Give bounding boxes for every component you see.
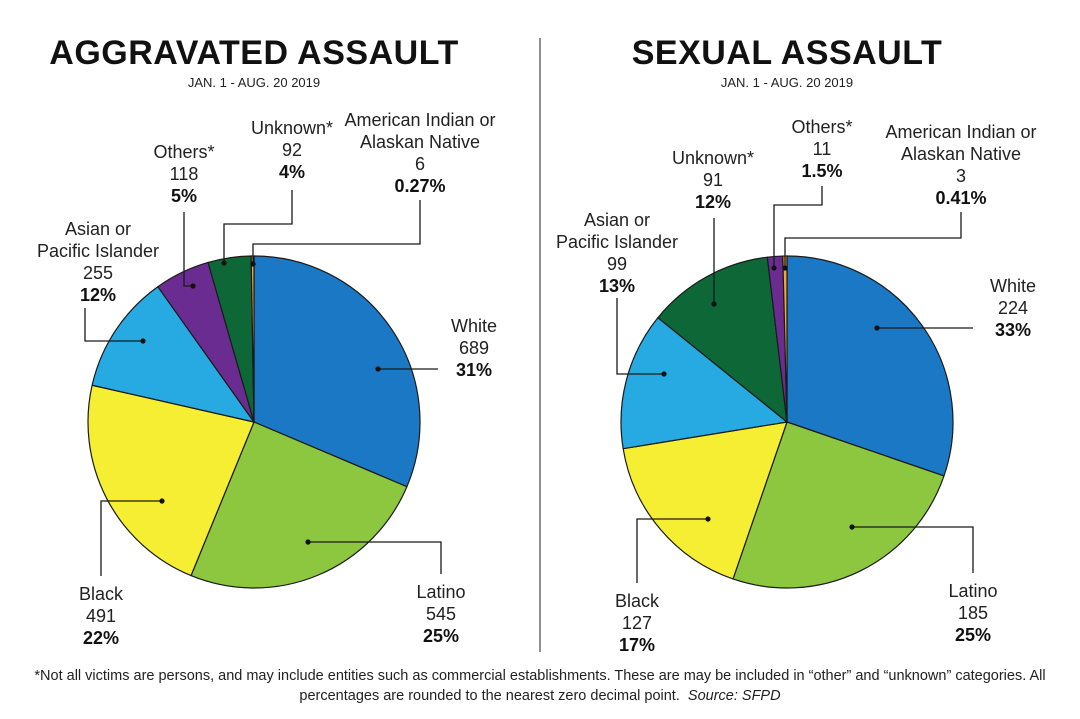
leader-line-aggravated-latino xyxy=(308,541,442,574)
leader-line-aggravated-black xyxy=(100,500,162,576)
leader-line-sexual-black xyxy=(636,518,708,583)
slice-label-sexual-latino-line1: Latino xyxy=(948,581,997,601)
slice-percent-aggravated-white: 31% xyxy=(456,360,492,380)
footnote-source: Source: SFPD xyxy=(687,688,781,704)
pie-slice-sexual-asian-or-pacific-islander xyxy=(620,317,788,450)
pie-slice-sexual-unknown xyxy=(657,256,788,423)
pie-slice-aggravated-white xyxy=(253,255,421,488)
aggravated-assault-chart: AGGRAVATED ASSAULT JAN. 1 - AUG. 20 2019 W… xyxy=(37,34,497,648)
pie-slice-sexual-latino xyxy=(732,421,945,589)
leader-dot-sexual-unknown xyxy=(711,301,717,307)
slice-count-aggravated-others: 118 xyxy=(170,164,199,184)
pie-slice-aggravated-black xyxy=(87,384,255,577)
slice-count-aggravated-unknown: 92 xyxy=(282,140,302,160)
leader-dot-aggravated-latino xyxy=(305,539,311,545)
slice-label-sexual-american-indian-or-alaskan-native-line1: American Indian or xyxy=(885,122,1036,142)
slice-percent-aggravated-asian-or-pacific-islander: 12% xyxy=(80,285,116,305)
slice-count-sexual-asian-or-pacific-islander: 99 xyxy=(607,254,627,274)
slice-percent-sexual-asian-or-pacific-islander: 13% xyxy=(599,276,635,296)
slice-label-sexual-american-indian-or-alaskan-native-line2: Alaskan Native xyxy=(901,144,1021,164)
slice-count-sexual-latino: 185 xyxy=(958,603,988,623)
leader-line-aggravated-unknown xyxy=(223,190,293,263)
slice-label-aggravated-asian-or-pacific-islander-line1: Asian or xyxy=(65,219,131,239)
slice-count-aggravated-black: 491 xyxy=(86,606,116,626)
slice-count-sexual-black: 127 xyxy=(622,613,652,633)
leader-dot-sexual-asian-or-pacific-islander xyxy=(661,371,667,377)
sexual-assault-chart: SEXUAL ASSAULT JAN. 1 - AUG. 20 2019 White… xyxy=(556,34,1037,655)
pie-slice-aggravated-asian-or-pacific-islander xyxy=(91,286,255,423)
leader-line-aggravated-american-indian-or-alaskan-native xyxy=(252,200,421,264)
slice-count-sexual-others: 11 xyxy=(813,139,832,159)
footnote: *Not all victims are persons, and may in… xyxy=(30,666,1050,706)
leader-dot-sexual-black xyxy=(705,516,711,522)
slice-percent-aggravated-black: 22% xyxy=(83,628,119,648)
slice-percent-aggravated-american-indian-or-alaskan-native: 0.27% xyxy=(394,176,445,196)
pie-slice-sexual-white xyxy=(786,255,954,477)
leader-dot-aggravated-american-indian-or-alaskan-native xyxy=(250,261,256,267)
footnote-text: *Not all victims are persons, and may in… xyxy=(34,668,1046,704)
chart-title-aggravated: AGGRAVATED ASSAULT xyxy=(49,34,458,72)
leader-dot-sexual-latino xyxy=(849,524,855,530)
slice-count-aggravated-asian-or-pacific-islander: 255 xyxy=(83,263,113,283)
chart-title-sexual: SEXUAL ASSAULT xyxy=(632,34,943,72)
slice-label-sexual-black-line1: Black xyxy=(615,591,660,611)
leader-dot-aggravated-white xyxy=(375,366,381,372)
leader-dot-sexual-others xyxy=(771,265,777,271)
leader-dot-aggravated-asian-or-pacific-islander xyxy=(140,338,146,344)
slice-count-sexual-american-indian-or-alaskan-native: 3 xyxy=(956,166,966,186)
pie-slice-sexual-black xyxy=(622,421,788,580)
slice-label-sexual-asian-or-pacific-islander-line2: Pacific Islander xyxy=(556,232,678,252)
slice-count-aggravated-white: 689 xyxy=(459,338,489,358)
leader-line-sexual-american-indian-or-alaskan-native xyxy=(784,212,962,268)
slice-percent-sexual-others: 1.5% xyxy=(801,161,842,181)
slice-percent-sexual-american-indian-or-alaskan-native: 0.41% xyxy=(935,188,986,208)
slice-percent-sexual-latino: 25% xyxy=(955,625,991,645)
slice-label-aggravated-others-line1: Others* xyxy=(153,142,214,162)
chart-subtitle-aggravated: JAN. 1 - AUG. 20 2019 xyxy=(188,75,320,90)
leader-dot-sexual-white xyxy=(874,325,880,331)
slice-percent-aggravated-unknown: 4% xyxy=(279,162,305,182)
leader-line-aggravated-others xyxy=(183,212,193,287)
leader-dot-sexual-american-indian-or-alaskan-native xyxy=(782,265,788,271)
leader-line-sexual-asian-or-pacific-islander xyxy=(616,298,664,375)
slice-label-aggravated-american-indian-or-alaskan-native-line2: Alaskan Native xyxy=(360,132,480,152)
leader-dot-aggravated-unknown xyxy=(221,260,227,266)
slice-count-aggravated-american-indian-or-alaskan-native: 6 xyxy=(415,154,425,174)
slice-label-aggravated-unknown-line1: Unknown* xyxy=(251,118,333,138)
leader-dot-aggravated-others xyxy=(190,283,196,289)
slice-label-aggravated-american-indian-or-alaskan-native-line1: American Indian or xyxy=(344,110,495,130)
slice-label-sexual-asian-or-pacific-islander-line1: Asian or xyxy=(584,210,650,230)
pie-slice-aggravated-latino xyxy=(190,421,408,589)
slice-count-aggravated-latino: 545 xyxy=(426,604,456,624)
slice-label-sexual-unknown-line1: Unknown* xyxy=(672,148,754,168)
slice-percent-aggravated-latino: 25% xyxy=(423,626,459,646)
leader-line-sexual-others xyxy=(773,186,823,268)
slice-label-aggravated-latino-line1: Latino xyxy=(416,582,465,602)
slice-label-aggravated-asian-or-pacific-islander-line2: Pacific Islander xyxy=(37,241,159,261)
slice-count-sexual-white: 224 xyxy=(998,298,1028,318)
slice-percent-sexual-unknown: 12% xyxy=(695,192,731,212)
slice-percent-aggravated-others: 5% xyxy=(171,186,197,206)
chart-subtitle-sexual: JAN. 1 - AUG. 20 2019 xyxy=(721,75,853,90)
slice-label-aggravated-white-line1: White xyxy=(451,316,497,336)
leader-dot-aggravated-black xyxy=(159,498,165,504)
slice-count-sexual-unknown: 91 xyxy=(703,170,723,190)
leader-line-sexual-latino xyxy=(852,526,974,573)
slice-percent-sexual-black: 17% xyxy=(619,635,655,655)
leader-line-aggravated-asian-or-pacific-islander xyxy=(84,308,143,342)
slice-percent-sexual-white: 33% xyxy=(995,320,1031,340)
slice-label-aggravated-black-line1: Black xyxy=(79,584,124,604)
slice-label-sexual-white-line1: White xyxy=(990,276,1036,296)
slice-label-sexual-others-line1: Others* xyxy=(791,117,852,137)
